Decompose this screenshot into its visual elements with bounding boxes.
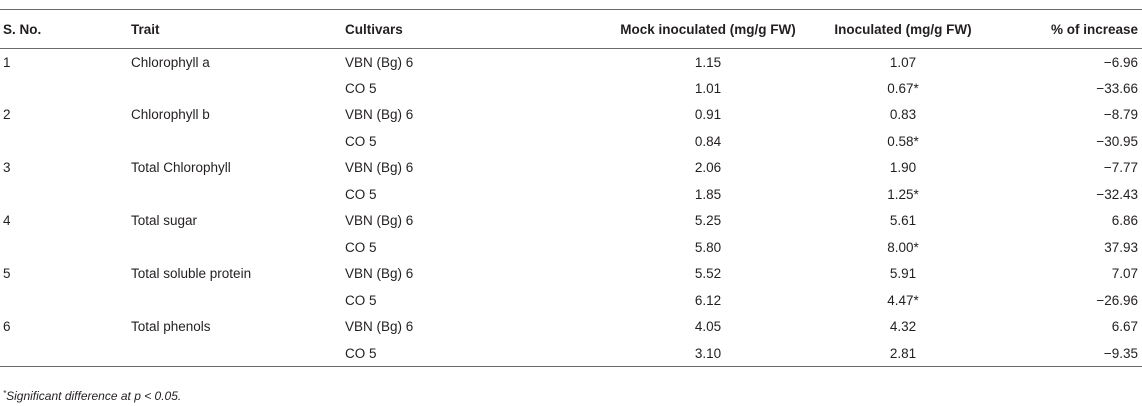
cell-mock-inoculated: 0.91 [694,107,722,123]
table-body: 1 Chlorophyll a VBN (Bg) 6 1.15 1.07 −6.96 CO … [0,49,1142,367]
cell-trait: Total sugar [131,213,198,229]
cell-cultivar: VBN (Bg) 6 [345,213,414,229]
table-row: 6 Total phenols VBN (Bg) 6 4.05 4.32 6.67 [0,314,1142,341]
cell-mock-inoculated: 1.01 [694,80,722,96]
cell-cultivar: VBN (Bg) 6 [345,54,414,70]
table-row: CO 5 0.84 0.58* −30.95 [0,128,1142,155]
cell-trait [131,75,345,102]
cell-percent-increase: −30.95 [1096,133,1138,149]
table-footnote: *Significant difference at p < 0.05. [3,389,181,403]
table-row: CO 5 3.10 2.81 −9.35 [0,340,1142,367]
data-table: S. No. Trait Cultivars Mock inoculated (… [0,9,1142,367]
cell-sno: 3 [3,160,11,176]
cell-percent-increase: 37.93 [1104,239,1138,255]
table-row: 2 Chlorophyll b VBN (Bg) 6 0.91 0.83 −8.79 [0,102,1142,129]
cell-sno: 6 [3,319,11,335]
cell-cultivar: CO 5 [345,292,377,308]
header-percent-increase: % of increase [1003,9,1142,49]
cell-trait: Total Chlorophyll [131,160,231,176]
cell-sno [0,287,131,314]
cell-inoculated: 0.83 [889,107,917,123]
cell-sno: 4 [3,213,11,229]
cell-trait [131,181,345,208]
cell-cultivar: CO 5 [345,186,377,202]
cell-percent-increase: 6.86 [1111,213,1138,229]
cell-sno [0,181,131,208]
cell-mock-inoculated: 1.15 [694,54,722,70]
header-cultivars: Cultivars [345,9,613,49]
cell-sno [0,128,131,155]
cell-inoculated: 5.91 [889,266,917,282]
cell-mock-inoculated: 3.10 [613,340,803,367]
cell-percent-increase: −26.96 [1096,292,1138,308]
cell-sno: 1 [3,54,11,70]
cell-sno: 2 [3,107,11,123]
cell-percent-increase: 7.07 [1111,266,1138,282]
cell-percent-increase: −7.77 [1103,160,1138,176]
table-row: 4 Total sugar VBN (Bg) 6 5.25 5.61 6.86 [0,208,1142,235]
cell-percent-increase: −6.96 [1103,54,1138,70]
cell-mock-inoculated: 5.52 [694,266,722,282]
cell-trait: Total phenols [131,319,211,335]
cell-trait: Chlorophyll a [131,54,210,70]
table-row: 3 Total Chlorophyll VBN (Bg) 6 2.06 1.90 −7.7… [0,155,1142,182]
cell-mock-inoculated: 2.06 [694,160,722,176]
cell-inoculated: 1.25* [887,186,919,202]
cell-trait [131,340,345,367]
cell-trait [131,128,345,155]
cell-cultivar: CO 5 [345,340,613,367]
footnote-marker: * [3,389,7,398]
cell-inoculated: 8.00* [887,239,919,255]
cell-trait: Total soluble protein [131,266,252,282]
header-mock-inoculated: Mock inoculated (mg/g FW) [613,9,803,49]
cell-inoculated: 4.32 [889,319,917,335]
table-row: 1 Chlorophyll a VBN (Bg) 6 1.15 1.07 −6.96 [0,49,1142,76]
header-sno: S. No. [0,9,131,49]
cell-percent-increase: −8.79 [1103,107,1138,123]
table-row: CO 5 6.12 4.47* −26.96 [0,287,1142,314]
cell-inoculated: 4.47* [887,292,919,308]
cell-sno [0,75,131,102]
cell-sno [0,340,131,367]
table-row: CO 5 1.01 0.67* −33.66 [0,75,1142,102]
cell-cultivar: VBN (Bg) 6 [345,319,414,335]
cell-cultivar: VBN (Bg) 6 [345,266,414,282]
cell-mock-inoculated: 1.85 [694,186,722,202]
cell-trait: Chlorophyll b [131,107,210,123]
cell-mock-inoculated: 4.05 [694,319,722,335]
table-header-row: S. No. Trait Cultivars Mock inoculated (… [0,9,1142,49]
cell-percent-increase: −33.66 [1096,80,1138,96]
cell-inoculated: 5.61 [889,213,917,229]
cell-inoculated: 1.90 [889,160,917,176]
cell-inoculated: 2.81 [803,340,1003,367]
table-row: 5 Total soluble protein VBN (Bg) 6 5.52 5.91… [0,261,1142,288]
header-trait: Trait [131,9,345,49]
table-row: CO 5 1.85 1.25* −32.43 [0,181,1142,208]
cell-trait [131,234,345,261]
cell-percent-increase: 6.67 [1111,319,1138,335]
cell-mock-inoculated: 5.25 [694,213,722,229]
cell-percent-increase: −9.35 [1003,340,1142,367]
table-row: CO 5 5.80 8.00* 37.93 [0,234,1142,261]
footnote-text: Significant difference at p < 0.05. [6,389,182,403]
cell-inoculated: 0.58* [887,133,919,149]
cell-percent-increase: −32.43 [1096,186,1138,202]
cell-trait [131,287,345,314]
cell-sno [0,234,131,261]
cell-cultivar: CO 5 [345,80,377,96]
cell-mock-inoculated: 0.84 [694,133,722,149]
cell-inoculated: 0.67* [887,80,919,96]
cell-cultivar: CO 5 [345,239,377,255]
cell-inoculated: 1.07 [889,54,917,70]
cell-cultivar: CO 5 [345,133,377,149]
header-inoculated: Inoculated (mg/g FW) [803,9,1003,49]
cell-cultivar: VBN (Bg) 6 [345,160,414,176]
cell-mock-inoculated: 6.12 [694,292,722,308]
cell-sno: 5 [3,266,11,282]
cell-mock-inoculated: 5.80 [694,239,722,255]
cell-cultivar: VBN (Bg) 6 [345,107,414,123]
